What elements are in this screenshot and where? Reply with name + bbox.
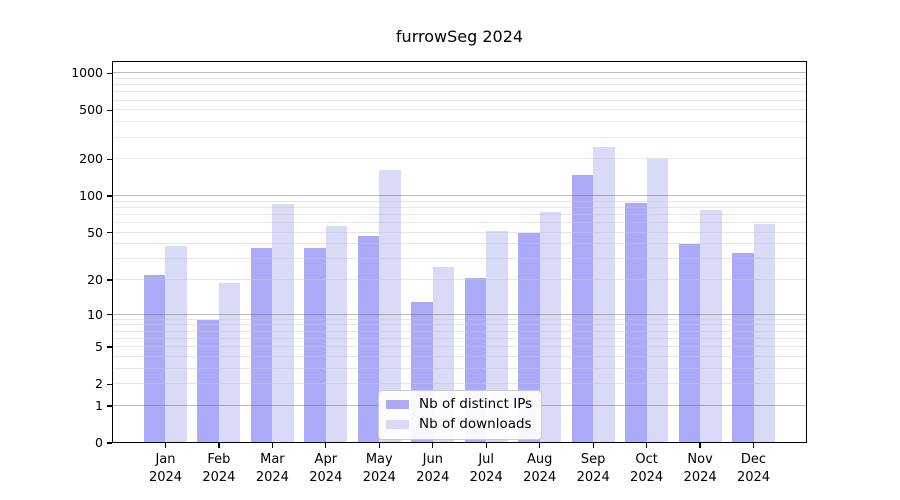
gridline-90 — [112, 200, 807, 202]
bar-downloads-aug — [539, 211, 562, 443]
y-tick-label-10: 10 — [87, 306, 103, 322]
y-tick-mark-500 — [106, 109, 112, 111]
x-tick-mark-feb — [218, 443, 220, 448]
y-tick-label-200: 200 — [79, 151, 103, 167]
x-tick-label-mar: Mar 2024 — [255, 452, 289, 485]
bar-distinct-ips-sep — [571, 174, 594, 443]
bar-distinct-ips-dec — [732, 252, 754, 443]
x-tick-mark-aug — [539, 443, 541, 448]
legend-swatch-downloads — [386, 419, 409, 430]
legend: Nb of distinct IPs Nb of downloads — [378, 390, 542, 440]
bar-downloads-jul — [486, 230, 508, 443]
gridline-400 — [112, 121, 807, 123]
x-tick-mark-dec — [752, 443, 755, 448]
x-tick-mark-jan — [164, 443, 167, 448]
legend-item-downloads: Nb of downloads — [386, 417, 532, 432]
x-tick-mark-nov — [699, 443, 701, 448]
legend-swatch-distinct-ips — [386, 399, 409, 410]
bar-distinct-ips-mar — [250, 248, 273, 443]
x-tick-label-jul: Jul 2024 — [469, 452, 503, 485]
bar-downloads-may — [379, 170, 401, 443]
bar-downloads-apr — [325, 225, 348, 443]
y-tick-label-2: 2 — [95, 376, 103, 392]
x-tick-mark-jun — [432, 443, 434, 448]
plot-area: Nb of distinct IPs Nb of downloads — [112, 61, 807, 443]
gridline-200 — [112, 158, 807, 160]
x-tick-mark-may — [378, 443, 380, 448]
legend-label-downloads: Nb of downloads — [419, 416, 532, 432]
bar-distinct-ips-jan — [143, 275, 166, 443]
gridline-600 — [112, 99, 807, 101]
bar-downloads-feb — [218, 282, 241, 443]
x-tick-label-sep: Sep 2024 — [576, 452, 610, 485]
x-tick-label-feb: Feb 2024 — [202, 452, 236, 485]
y-tick-mark-100 — [106, 195, 112, 197]
gridline-1000 — [112, 72, 807, 74]
chart-title: furrowSeg 2024 — [395, 27, 524, 46]
x-tick-mark-apr — [325, 443, 327, 448]
y-tick-mark-10 — [106, 314, 112, 316]
bar-downloads-mar — [272, 204, 294, 443]
bar-distinct-ips-feb — [197, 319, 219, 443]
x-tick-mark-jul — [485, 443, 487, 448]
bar-distinct-ips-oct — [625, 202, 647, 443]
x-tick-mark-mar — [271, 443, 274, 448]
y-tick-mark-2 — [106, 383, 112, 385]
x-tick-label-oct: Oct 2024 — [630, 452, 664, 485]
y-tick-label-500: 500 — [79, 102, 103, 118]
y-tick-mark-20 — [106, 279, 112, 281]
bar-distinct-ips-apr — [304, 248, 326, 443]
bar-downloads-dec — [753, 223, 776, 443]
x-tick-label-nov: Nov 2024 — [683, 452, 717, 485]
legend-label-distinct-ips: Nb of distinct IPs — [419, 396, 533, 412]
gridline-700 — [112, 91, 807, 93]
y-tick-label-5: 5 — [95, 339, 103, 355]
y-tick-label-1: 1 — [95, 397, 103, 413]
y-tick-label-20: 20 — [87, 272, 103, 288]
bar-downloads-nov — [700, 209, 722, 443]
y-tick-mark-1 — [106, 405, 112, 407]
x-tick-mark-sep — [592, 443, 594, 448]
x-tick-label-may: May 2024 — [362, 452, 396, 485]
y-tick-label-100: 100 — [79, 188, 103, 203]
legend-item-distinct-ips: Nb of distinct IPs — [386, 397, 532, 412]
y-tick-mark-1000 — [106, 72, 112, 74]
gridline-800 — [112, 84, 807, 86]
y-tick-label-1000: 1000 — [71, 65, 103, 81]
y-tick-mark-50 — [106, 231, 112, 234]
y-tick-label-50: 50 — [87, 224, 103, 240]
x-tick-label-dec: Dec 2024 — [736, 452, 771, 485]
gridline-80 — [112, 206, 807, 208]
y-tick-mark-200 — [106, 158, 112, 160]
gridline-300 — [112, 136, 807, 138]
bar-distinct-ips-may — [357, 235, 380, 443]
x-tick-mark-oct — [645, 443, 648, 448]
bar-downloads-sep — [593, 147, 615, 443]
bar-distinct-ips-nov — [678, 244, 701, 443]
x-tick-label-jan: Jan 2024 — [148, 452, 183, 485]
bar-downloads-jan — [165, 245, 187, 443]
gridline-500 — [112, 109, 807, 111]
y-tick-label-0: 0 — [95, 435, 103, 450]
x-tick-label-jun: Jun 2024 — [416, 452, 450, 485]
x-tick-label-aug: Aug 2024 — [523, 452, 557, 485]
y-tick-mark-0 — [106, 442, 112, 444]
gridline-900 — [112, 77, 807, 79]
bar-downloads-oct — [646, 159, 669, 443]
x-tick-label-apr: Apr 2024 — [309, 452, 343, 485]
y-tick-mark-5 — [106, 346, 112, 348]
gridline-100 — [112, 195, 807, 196]
